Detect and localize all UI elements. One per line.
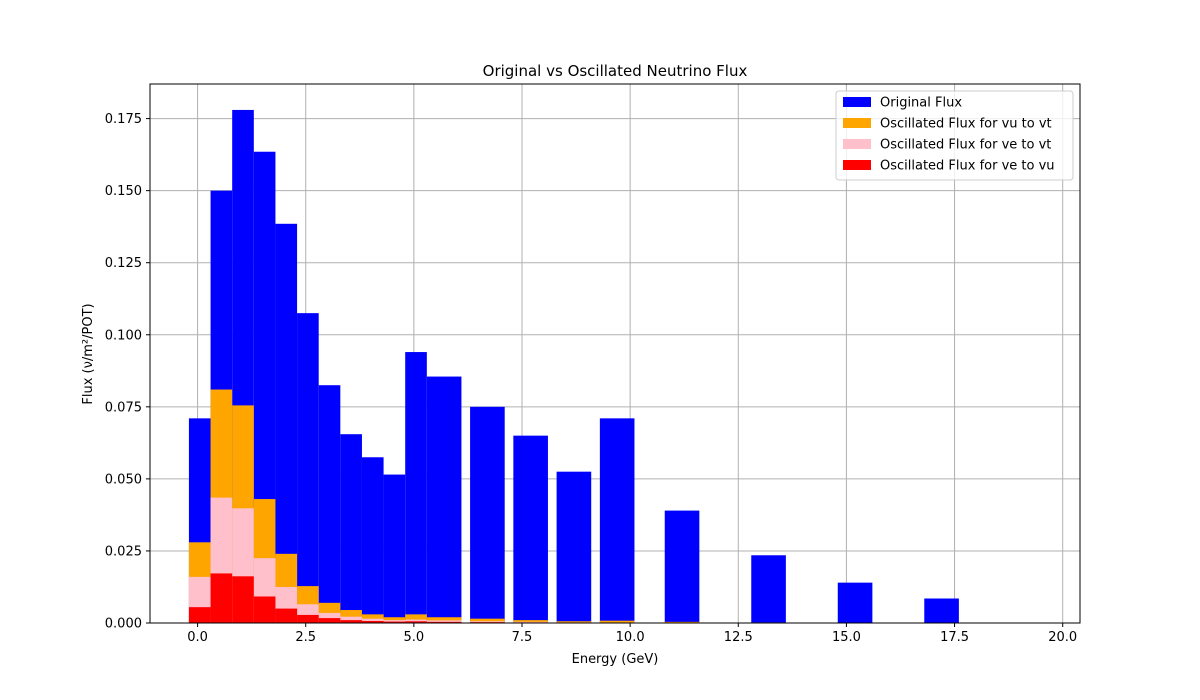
- x-tick-label: 15.0: [832, 630, 861, 645]
- legend-swatch: [843, 118, 871, 128]
- bar-series-0: [556, 471, 592, 623]
- bar-series-0: [751, 555, 786, 623]
- legend-swatch: [843, 97, 871, 107]
- x-tick-label: 17.5: [940, 630, 969, 645]
- y-tick-label: 0.150: [105, 184, 142, 199]
- bar-series-1: [556, 621, 592, 623]
- bar-series-1: [470, 618, 505, 623]
- y-axis-label: Flux (ν/m²/POT): [81, 303, 96, 404]
- bar-series-3: [340, 620, 362, 623]
- bars: [188, 109, 959, 624]
- y-tick-label: 0.025: [105, 544, 142, 559]
- legend-label: Oscillated Flux for ve to vu: [880, 159, 1055, 174]
- bar-series-3: [361, 620, 384, 623]
- bar-series-0: [297, 313, 319, 623]
- plot-frame: [149, 83, 1081, 624]
- bar-series-3: [253, 596, 276, 623]
- bar-series-3: [318, 618, 341, 623]
- bar-series-0: [405, 352, 427, 623]
- legend-label: Oscillated Flux for vu to vt: [880, 117, 1052, 132]
- legend-box: [835, 90, 1074, 181]
- bar-series-0: [837, 582, 873, 623]
- y-tick-label: 0.000: [105, 617, 142, 632]
- bar-series-1: [599, 620, 635, 623]
- legend-label: Oscillated Flux for ve to vt: [880, 138, 1051, 153]
- y-tick-label: 0.175: [105, 112, 142, 127]
- bar-series-0: [340, 434, 362, 623]
- legend: Original Flux Oscillated Flux for vu to v…: [835, 90, 1074, 181]
- bar-series-3: [383, 621, 406, 623]
- legend-swatch: [843, 160, 871, 170]
- bar-series-0: [513, 435, 548, 623]
- bar-series-3: [188, 607, 211, 623]
- bar-series-0: [426, 376, 462, 623]
- bar-series-2: [361, 618, 384, 623]
- bar-series-1: [426, 617, 462, 623]
- x-tick-label: 20.0: [1048, 630, 1077, 645]
- x-tick-label: 0.0: [187, 630, 208, 645]
- y-tick-label: 0.125: [105, 256, 142, 271]
- bar-series-3: [232, 576, 254, 623]
- x-tick-label: 5.0: [404, 630, 425, 645]
- ticks: 0.0 2.5 5.0 7.5 10.0 12.5 15.0 17.5 20.0 0.000 0.0…: [105, 112, 1077, 645]
- bar-series-2: [318, 612, 341, 623]
- bar-series-0: [599, 418, 635, 623]
- bar-series-0: [361, 457, 384, 623]
- x-tick-label: 12.5: [724, 630, 753, 645]
- bar-series-1: [664, 621, 700, 623]
- x-axis-label: Energy (GeV): [572, 652, 659, 667]
- y-tick-label: 0.100: [105, 328, 142, 343]
- bar-series-3: [297, 614, 319, 623]
- chart-title: Original vs Oscillated Neutrino Flux: [483, 62, 748, 80]
- bar-series-2: [340, 616, 362, 623]
- bar-series-3: [426, 621, 462, 623]
- bar-series-2: [426, 620, 462, 623]
- y-tick-label: 0.050: [105, 472, 142, 487]
- bar-series-3: [405, 621, 427, 623]
- bar-series-0: [664, 510, 700, 623]
- legend-label: Original Flux: [880, 96, 962, 111]
- bar-series-2: [470, 621, 505, 623]
- bar-series-3: [275, 608, 298, 623]
- bar-series-3: [210, 573, 233, 623]
- x-tick-label: 2.5: [295, 630, 316, 645]
- bar-series-0: [383, 474, 406, 623]
- bar-series-0: [318, 385, 341, 623]
- bar-series-1: [405, 614, 427, 623]
- x-tick-label: 10.0: [616, 630, 645, 645]
- bar-series-1: [513, 620, 548, 623]
- bar-series-0: [275, 223, 298, 623]
- bar-series-0: [470, 406, 505, 623]
- legend-swatch: [843, 139, 871, 149]
- x-tick-label: 7.5: [512, 630, 533, 645]
- bar-series-0: [924, 598, 959, 623]
- y-tick-label: 0.075: [105, 400, 142, 415]
